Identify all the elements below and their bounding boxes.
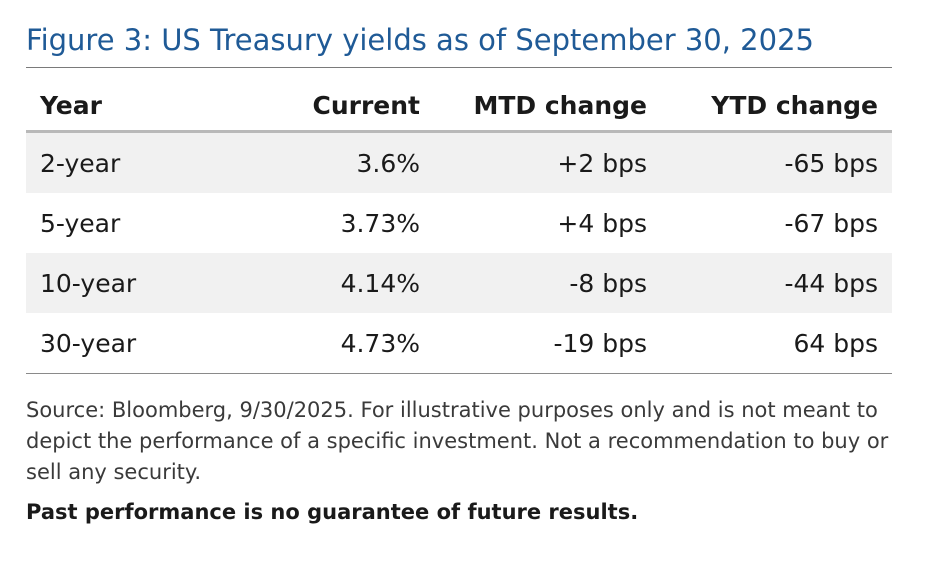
cell-ytd-change: -65 bps [661,131,892,193]
cell-year: 5-year [40,208,121,238]
cell-mtd-change: +4 bps [557,208,647,238]
cell-year: 30-year [26,313,216,374]
table-header-row: Year Current MTD change YTD change [26,80,892,133]
performance-disclaimer: Past performance is no guarantee of futu… [26,500,639,524]
header-ytd-change: YTD change [661,80,892,133]
table-row: 2-year 3.6% +2 bps -65 bps [26,131,892,193]
treasury-yields-table: Year Current MTD change YTD change 2-yea… [26,80,892,374]
cell-current: 3.73% [340,208,420,238]
cell-ytd-change: -44 bps [661,253,892,313]
cell-current: 4.73% [216,313,434,374]
title-divider [26,67,892,68]
table-row: 10-year 4.14% -8 bps -44 bps [26,253,892,313]
cell-current: 4.14% [216,253,434,313]
cell-ytd-change: 64 bps [661,313,892,374]
cell-mtd-change: -19 bps [434,313,661,374]
header-current: Current [216,80,434,133]
header-year: Year [26,80,216,133]
cell-current: 3.6% [216,131,434,193]
table-row: 30-year 4.73% -19 bps 64 bps [26,313,892,374]
header-mtd-change: MTD change [434,80,661,133]
table-row: 5-year 3.73% +4 bps -67 bps [26,193,892,253]
source-note: Source: Bloomberg, 9/30/2025. For illust… [26,398,889,484]
cell-mtd-change: +2 bps [434,131,661,193]
cell-year: 2-year [26,131,216,193]
cell-mtd-change: -8 bps [434,253,661,313]
figure-title: Figure 3: US Treasury yields as of Septe… [26,23,814,57]
cell-year: 10-year [26,253,216,313]
cell-ytd-change: -67 bps [784,208,878,238]
